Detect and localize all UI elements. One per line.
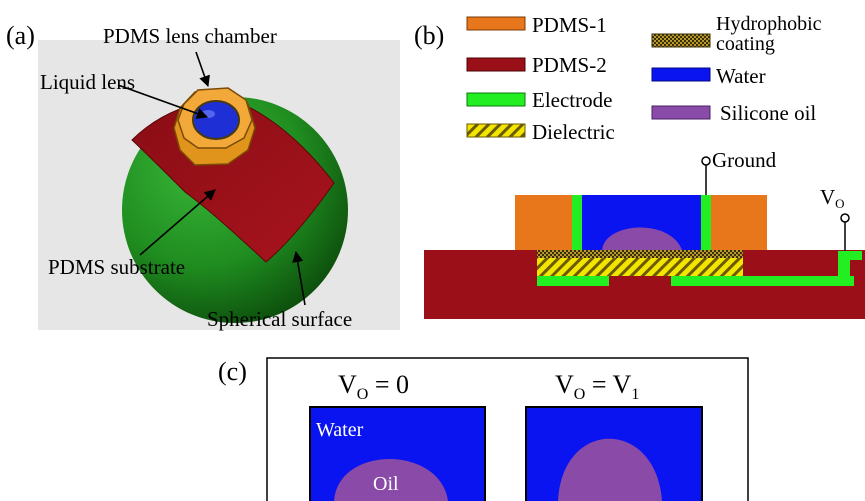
arrow-substrate: [139, 189, 216, 256]
legend-swatch-hydrophobic: [651, 33, 711, 48]
oil-droplet: [602, 227, 682, 250]
legend-label-oil: Silicone oil: [720, 101, 816, 125]
arrow-lens: [117, 84, 209, 119]
legend-label-pdms2: PDMS-2: [532, 53, 607, 77]
legend-label-water: Water: [716, 64, 766, 88]
label-spherical-surface: Spherical surface: [207, 307, 352, 331]
pdms1-wall-left: [515, 195, 572, 250]
state-0-oil-label: Oil: [373, 473, 399, 495]
legend-label-hydrophobic-1: Hydrophobic: [716, 13, 822, 35]
electrode-bottom-right: [671, 276, 854, 286]
panel-a: (a) PDMS lens chamber Liquid lens PDMS s…: [6, 21, 400, 331]
legend-swatch-electrode: [466, 92, 526, 107]
legend-swatch-water: [651, 67, 711, 82]
legend-swatch-pdms2: [466, 57, 526, 72]
liquid-lens: [192, 100, 240, 140]
legend-label-pdms1: PDMS-1: [532, 13, 607, 37]
state-1-oil: [558, 438, 662, 501]
label-pdms-substrate: PDMS substrate: [48, 255, 185, 279]
electrode-wall-left: [572, 195, 582, 250]
vo-terminal: [840, 213, 850, 223]
cross-section: Ground VO: [424, 148, 865, 319]
arrow-chamber: [195, 51, 210, 88]
electrode-wall-right: [701, 195, 711, 250]
legend-label-hydrophobic-2: coating: [716, 33, 775, 55]
state-0-water-label: Water: [316, 419, 364, 441]
legend-swatch-pdms1: [466, 16, 526, 31]
panel-b: (b) PDMS-1 PDMS-2 Electrode Dielectric H…: [414, 13, 865, 319]
legend-swatch-dielectric: [466, 123, 526, 138]
dielectric-layer: [537, 258, 743, 276]
state-0-oil: [334, 459, 448, 501]
label-liquid-lens: Liquid lens: [40, 70, 135, 94]
panel-c-tag: (c): [218, 357, 247, 386]
label-vo: VO: [820, 185, 845, 211]
legend-label-electrode: Electrode: [532, 88, 612, 112]
arrow-sphere: [292, 250, 306, 306]
panel-b-tag: (b): [414, 21, 444, 50]
electrode-top-right: [838, 251, 862, 260]
panel-c-frame: [266, 357, 749, 501]
panel-c-left-title: VO = 0: [338, 370, 409, 403]
panel-c-right-title: VO = V1: [555, 370, 639, 403]
hydrophobic-coating: [537, 250, 743, 258]
panel-a-tag: (a): [6, 21, 35, 50]
pdms1-wall-right: [711, 195, 767, 250]
electrode-bottom-left: [537, 276, 609, 286]
legend-label-dielectric: Dielectric: [532, 120, 615, 144]
panel-c: (c) VO = 0 VO = V1 Water Oil: [218, 357, 749, 501]
ground-terminal: [701, 156, 711, 166]
legend-swatch-oil: [651, 105, 711, 120]
legend: PDMS-1 PDMS-2 Electrode Dielectric Hydro…: [466, 13, 822, 144]
label-pdms-lens-chamber: PDMS lens chamber: [103, 24, 277, 48]
label-ground: Ground: [712, 148, 777, 172]
